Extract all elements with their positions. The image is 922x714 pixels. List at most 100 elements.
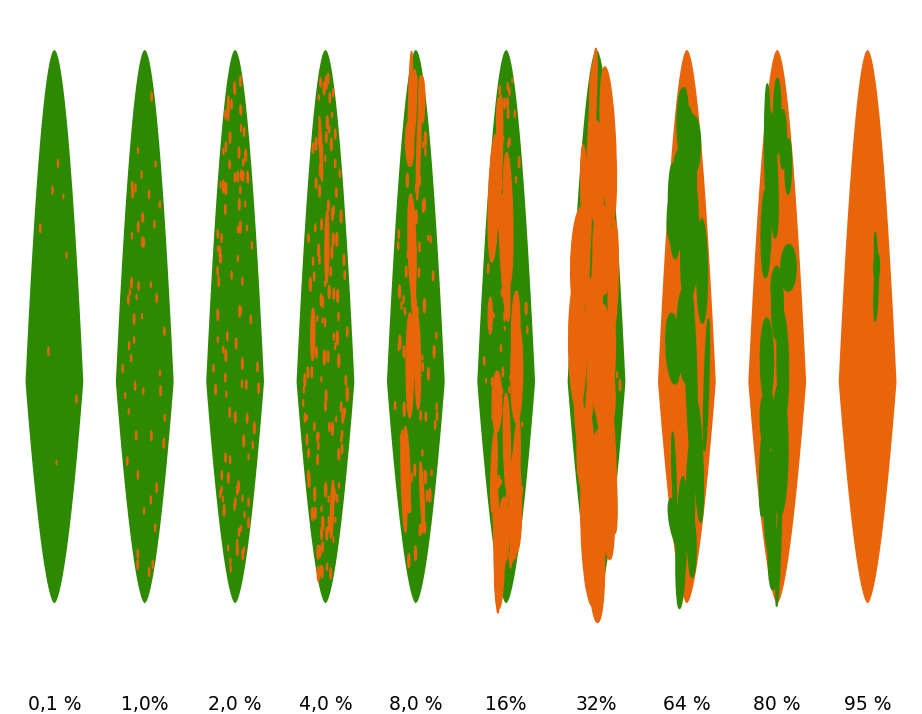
Ellipse shape bbox=[488, 297, 492, 334]
Circle shape bbox=[599, 321, 601, 328]
Circle shape bbox=[235, 338, 237, 348]
Circle shape bbox=[590, 81, 591, 88]
Circle shape bbox=[415, 299, 416, 310]
Circle shape bbox=[154, 221, 155, 228]
Circle shape bbox=[143, 215, 144, 222]
Ellipse shape bbox=[688, 517, 696, 578]
Circle shape bbox=[238, 481, 240, 492]
Circle shape bbox=[343, 408, 345, 418]
Circle shape bbox=[237, 486, 238, 495]
Circle shape bbox=[313, 272, 314, 281]
Circle shape bbox=[152, 560, 153, 568]
Circle shape bbox=[319, 135, 320, 146]
Ellipse shape bbox=[772, 271, 784, 341]
Text: 2,0 %: 2,0 % bbox=[208, 695, 262, 714]
Circle shape bbox=[425, 412, 427, 421]
Ellipse shape bbox=[684, 173, 698, 278]
Ellipse shape bbox=[410, 70, 417, 140]
Circle shape bbox=[504, 311, 505, 321]
Circle shape bbox=[237, 171, 239, 182]
Circle shape bbox=[243, 128, 244, 136]
Circle shape bbox=[225, 373, 226, 382]
Circle shape bbox=[227, 332, 228, 341]
Circle shape bbox=[151, 92, 152, 101]
Polygon shape bbox=[749, 50, 806, 603]
Circle shape bbox=[510, 557, 512, 568]
Circle shape bbox=[339, 169, 340, 177]
Circle shape bbox=[407, 174, 408, 187]
Ellipse shape bbox=[597, 412, 615, 521]
Ellipse shape bbox=[513, 448, 522, 536]
Circle shape bbox=[341, 431, 343, 438]
Ellipse shape bbox=[666, 313, 680, 384]
Circle shape bbox=[426, 491, 428, 501]
Circle shape bbox=[591, 558, 592, 568]
Circle shape bbox=[148, 568, 149, 576]
Circle shape bbox=[239, 306, 241, 317]
Circle shape bbox=[306, 434, 308, 445]
Circle shape bbox=[317, 455, 318, 465]
Circle shape bbox=[132, 188, 134, 198]
Circle shape bbox=[225, 111, 226, 119]
Circle shape bbox=[137, 560, 138, 569]
Circle shape bbox=[403, 346, 405, 358]
Ellipse shape bbox=[406, 313, 414, 418]
Circle shape bbox=[424, 522, 426, 533]
Circle shape bbox=[309, 278, 312, 291]
Circle shape bbox=[401, 302, 402, 309]
Ellipse shape bbox=[415, 315, 420, 409]
Circle shape bbox=[141, 171, 142, 178]
Circle shape bbox=[250, 316, 252, 323]
Circle shape bbox=[155, 524, 156, 531]
Ellipse shape bbox=[401, 431, 407, 532]
Circle shape bbox=[420, 524, 421, 536]
Circle shape bbox=[228, 473, 230, 483]
Circle shape bbox=[239, 528, 240, 536]
Circle shape bbox=[333, 206, 335, 214]
Circle shape bbox=[327, 74, 329, 84]
Circle shape bbox=[602, 205, 603, 213]
Ellipse shape bbox=[668, 164, 680, 258]
Ellipse shape bbox=[681, 107, 696, 223]
Circle shape bbox=[330, 267, 331, 276]
Circle shape bbox=[425, 471, 427, 484]
Circle shape bbox=[319, 185, 321, 197]
Ellipse shape bbox=[591, 231, 602, 413]
Circle shape bbox=[304, 413, 305, 422]
Circle shape bbox=[321, 528, 323, 539]
Ellipse shape bbox=[488, 134, 500, 262]
Ellipse shape bbox=[330, 480, 334, 538]
Ellipse shape bbox=[677, 288, 694, 383]
Circle shape bbox=[215, 384, 217, 395]
Ellipse shape bbox=[589, 121, 605, 225]
Circle shape bbox=[131, 354, 132, 362]
Circle shape bbox=[419, 242, 420, 251]
Circle shape bbox=[397, 241, 399, 249]
Circle shape bbox=[526, 303, 527, 314]
Circle shape bbox=[242, 171, 244, 181]
Circle shape bbox=[135, 184, 136, 191]
Circle shape bbox=[240, 105, 241, 114]
Circle shape bbox=[414, 464, 416, 476]
Circle shape bbox=[225, 204, 226, 214]
Circle shape bbox=[234, 502, 235, 510]
Circle shape bbox=[324, 356, 325, 363]
Circle shape bbox=[399, 336, 401, 349]
Ellipse shape bbox=[686, 441, 694, 561]
Circle shape bbox=[416, 76, 417, 87]
Circle shape bbox=[518, 156, 520, 168]
Ellipse shape bbox=[581, 456, 599, 606]
Circle shape bbox=[242, 358, 243, 369]
Circle shape bbox=[503, 99, 505, 109]
Circle shape bbox=[483, 357, 485, 365]
Ellipse shape bbox=[408, 51, 412, 154]
Circle shape bbox=[333, 89, 334, 96]
Polygon shape bbox=[387, 50, 444, 603]
Ellipse shape bbox=[769, 393, 774, 437]
Circle shape bbox=[322, 542, 324, 552]
Ellipse shape bbox=[420, 462, 424, 528]
Circle shape bbox=[511, 491, 512, 498]
Circle shape bbox=[132, 182, 133, 190]
Circle shape bbox=[156, 483, 158, 493]
Circle shape bbox=[254, 422, 255, 433]
